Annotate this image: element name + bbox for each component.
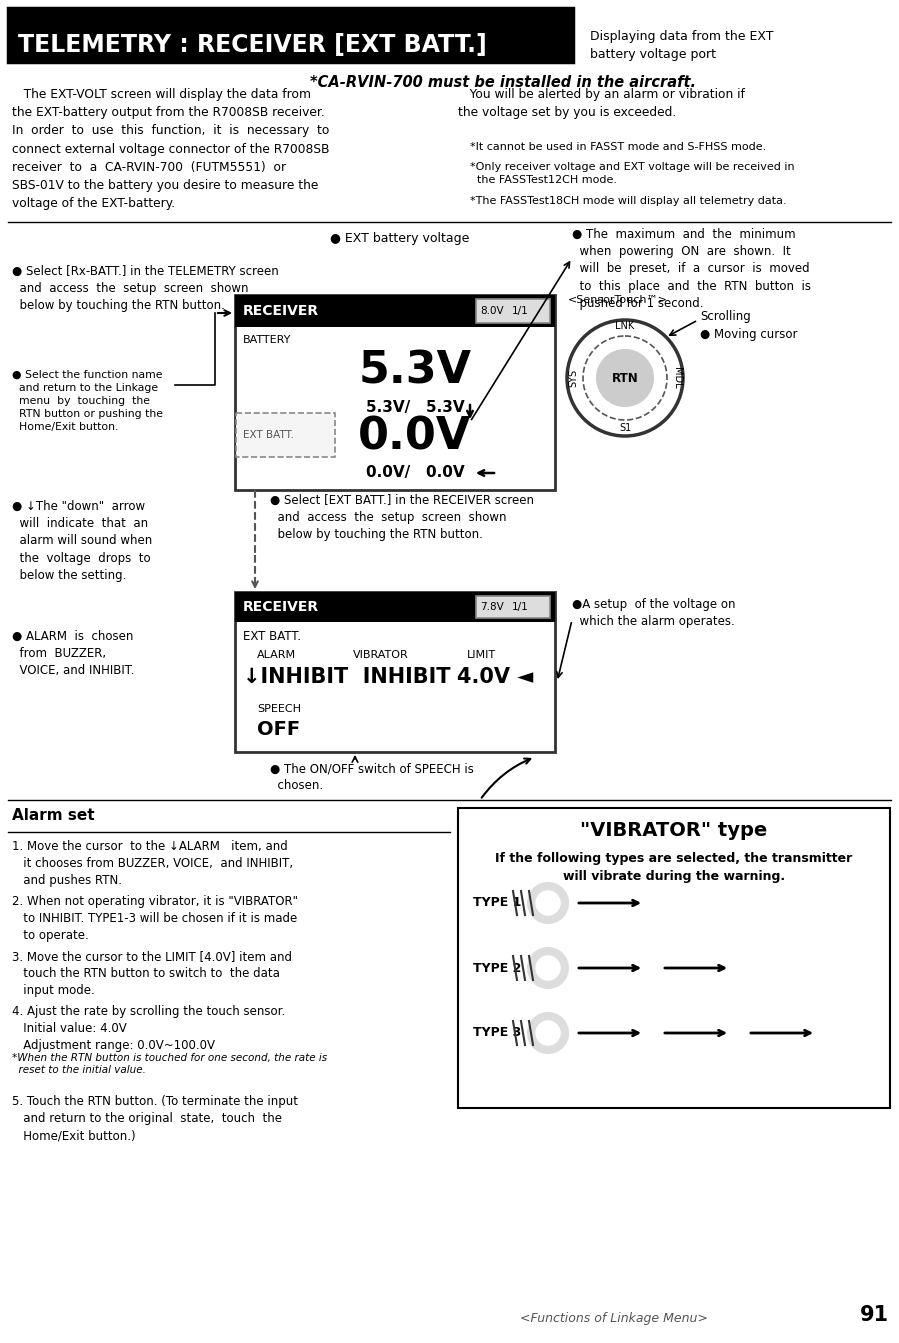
Text: 5. Touch the RTN button. (To terminate the input
   and return to the original  : 5. Touch the RTN button. (To terminate t… <box>12 1095 298 1143</box>
Text: *The FASSTest18CH mode will display all telemetry data.: *The FASSTest18CH mode will display all … <box>470 196 787 205</box>
Text: S1: S1 <box>619 423 631 432</box>
Text: 5.3V: 5.3V <box>359 351 472 393</box>
Text: LNK: LNK <box>616 321 635 330</box>
Text: The EXT-VOLT screen will display the data from
the EXT-battery output from the R: The EXT-VOLT screen will display the dat… <box>12 89 330 211</box>
Text: OFF: OFF <box>257 720 300 739</box>
Text: Alarm set: Alarm set <box>12 808 94 823</box>
Circle shape <box>528 882 568 923</box>
Text: ↓INHIBIT  INHIBIT: ↓INHIBIT INHIBIT <box>243 667 450 688</box>
Text: 91: 91 <box>860 1305 889 1326</box>
Text: 5.3V/   5.3V: 5.3V/ 5.3V <box>366 400 464 415</box>
Text: *It cannot be used in FASST mode and S-FHSS mode.: *It cannot be used in FASST mode and S-F… <box>470 142 766 152</box>
FancyBboxPatch shape <box>236 414 335 457</box>
Bar <box>8 8 573 62</box>
Bar <box>235 295 555 490</box>
Text: TYPE 1: TYPE 1 <box>473 897 521 909</box>
Circle shape <box>536 956 560 980</box>
Text: *Only receiver voltage and EXT voltage will be received in
  the FASSTest12CH mo: *Only receiver voltage and EXT voltage w… <box>470 163 795 185</box>
Text: LIMIT: LIMIT <box>467 650 496 659</box>
Text: 3. Move the cursor to the LIMIT [4.0V] item and
   touch the RTN button to switc: 3. Move the cursor to the LIMIT [4.0V] i… <box>12 950 292 998</box>
Text: Displaying data from the EXT
battery voltage port: Displaying data from the EXT battery vol… <box>590 30 773 60</box>
Text: 2. When not operating vibrator, it is "VIBRATOR"
   to INHIBIT. TYPE1-3 will be : 2. When not operating vibrator, it is "V… <box>12 894 298 943</box>
Text: MDL: MDL <box>672 367 682 389</box>
Text: ● ↓The "down"  arrow
  will  indicate  that  an
  alarm will sound when
  the  v: ● ↓The "down" arrow will indicate that a… <box>12 500 152 582</box>
Text: If the following types are selected, the transmitter: If the following types are selected, the… <box>495 851 852 865</box>
Text: 0.0V/   0.0V: 0.0V/ 0.0V <box>366 465 464 479</box>
Text: *When the RTN button is touched for one second, the rate is
  reset to the initi: *When the RTN button is touched for one … <box>12 1053 327 1076</box>
Text: 8.0V: 8.0V <box>480 306 503 316</box>
Text: ● Select the function name
  and return to the Linkage
  menu  by  touching  the: ● Select the function name and return to… <box>12 371 163 432</box>
FancyBboxPatch shape <box>476 596 550 618</box>
Text: EXT BATT.: EXT BATT. <box>243 430 294 441</box>
FancyBboxPatch shape <box>476 299 550 324</box>
Text: 0.0V: 0.0V <box>359 415 472 458</box>
Text: ALARM: ALARM <box>257 650 296 659</box>
Text: ● The  maximum  and  the  minimum
  when  powering  ON  are  shown.  It
  will  : ● The maximum and the minimum when power… <box>572 228 811 310</box>
Circle shape <box>536 890 560 915</box>
Text: TYPE 3: TYPE 3 <box>473 1026 521 1039</box>
Text: ● EXT battery voltage: ● EXT battery voltage <box>330 232 469 244</box>
Bar <box>458 808 890 1108</box>
Text: ● Select [Rx-BATT.] in the TELEMETRY screen
  and  access  the  setup  screen  s: ● Select [Rx-BATT.] in the TELEMETRY scr… <box>12 265 279 313</box>
Text: SPEECH: SPEECH <box>257 704 301 714</box>
Text: VIBRATOR: VIBRATOR <box>353 650 409 659</box>
Text: 4.0V ◄: 4.0V ◄ <box>457 667 533 688</box>
Text: RECEIVER: RECEIVER <box>243 600 319 614</box>
Text: 1/1: 1/1 <box>512 602 529 612</box>
Text: ● Moving cursor: ● Moving cursor <box>700 328 797 341</box>
Circle shape <box>536 1021 560 1045</box>
Text: 4. Ajust the rate by scrolling the touch sensor.
   Initial value: 4.0V
   Adjus: 4. Ajust the rate by scrolling the touch… <box>12 1005 285 1053</box>
Text: RECEIVER: RECEIVER <box>243 304 319 318</box>
Circle shape <box>528 948 568 988</box>
Text: TELEMETRY : RECEIVER [EXT BATT.]: TELEMETRY : RECEIVER [EXT BATT.] <box>18 34 486 56</box>
Text: EXT BATT.: EXT BATT. <box>243 630 301 643</box>
Text: <Functions of Linkage Menu>: <Functions of Linkage Menu> <box>520 1312 708 1326</box>
Text: RTN: RTN <box>611 372 638 384</box>
Text: ● ALARM  is  chosen
  from  BUZZER,
  VOICE, and INHIBIT.: ● ALARM is chosen from BUZZER, VOICE, an… <box>12 630 134 677</box>
Bar <box>235 295 555 326</box>
Text: You will be alerted by an alarm or vibration if
the voltage set by you is exceed: You will be alerted by an alarm or vibra… <box>458 89 745 120</box>
Text: *CA-RVIN-700 must be installed in the aircraft.: *CA-RVIN-700 must be installed in the ai… <box>310 75 696 90</box>
Text: Scrolling: Scrolling <box>700 310 751 324</box>
Text: ● Select [EXT BATT.] in the RECEIVER screen
  and  access  the  setup  screen  s: ● Select [EXT BATT.] in the RECEIVER scr… <box>270 494 534 541</box>
Text: ● The ON/OFF switch of SPEECH is
  chosen.: ● The ON/OFF switch of SPEECH is chosen. <box>270 761 474 792</box>
Text: 7.8V: 7.8V <box>480 602 503 612</box>
Text: ●A setup  of the voltage on
  which the alarm operates.: ●A setup of the voltage on which the ala… <box>572 598 735 629</box>
Bar <box>8 8 573 62</box>
Text: "VIBRATOR" type: "VIBRATOR" type <box>581 821 768 839</box>
Bar <box>235 592 555 752</box>
Circle shape <box>597 351 653 406</box>
Text: 1. Move the cursor  to the ↓ALARM   item, and
   it chooses from BUZZER, VOICE, : 1. Move the cursor to the ↓ALARM item, a… <box>12 839 293 888</box>
Text: 1/1: 1/1 <box>512 306 529 316</box>
Text: BATTERY: BATTERY <box>243 334 291 345</box>
Circle shape <box>528 1013 568 1053</box>
Bar <box>235 592 555 622</box>
Text: will vibrate during the warning.: will vibrate during the warning. <box>563 870 785 882</box>
Text: <SensorTouch™>: <SensorTouch™> <box>568 295 668 305</box>
Text: TYPE 2: TYPE 2 <box>473 962 521 975</box>
Text: SYS: SYS <box>568 369 578 387</box>
